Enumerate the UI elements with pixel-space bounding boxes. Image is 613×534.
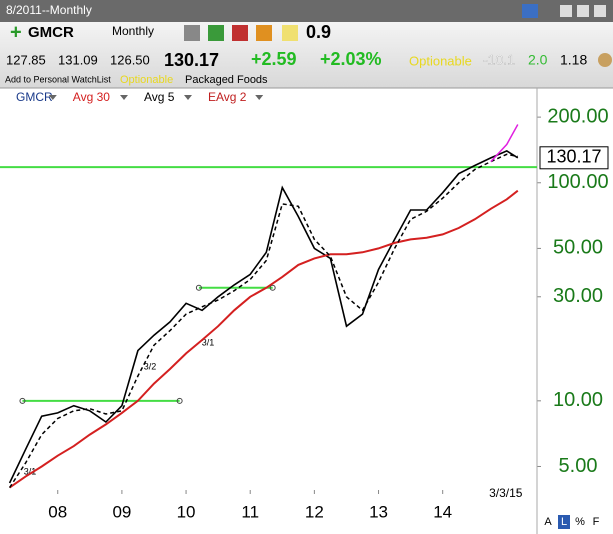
low: 126.50 — [110, 52, 150, 67]
period-dropdown[interactable]: Monthly — [112, 24, 154, 38]
legend-arrow — [48, 95, 57, 100]
min-button[interactable] — [560, 5, 572, 17]
watchlist-link[interactable]: Add to Personal WatchList — [5, 74, 111, 84]
legend-arrow — [184, 95, 192, 100]
y-tick-label: 100.00 — [547, 171, 608, 193]
note: 3/2 — [144, 361, 157, 371]
series-line — [9, 189, 519, 489]
rank-icon[interactable] — [256, 25, 272, 41]
stat: -10.1 — [483, 52, 515, 68]
x-tick-label: 08 — [48, 502, 67, 521]
y-tick-label: 10.00 — [553, 389, 603, 411]
stat: 1.18 — [560, 52, 587, 68]
industry: Packaged Foods — [185, 74, 268, 86]
y-tick-label: 200.00 — [547, 105, 608, 127]
corner-button[interactable]: A — [544, 516, 552, 528]
corner-button[interactable]: % — [575, 516, 585, 528]
x-tick-label: 3/3/15 — [489, 486, 523, 500]
x-tick-label: 11 — [241, 502, 259, 521]
s-button[interactable] — [522, 4, 538, 18]
symbol[interactable]: GMCR — [28, 24, 74, 41]
bars-icon[interactable] — [232, 25, 248, 41]
line-handle — [19, 397, 26, 404]
legend-arrow — [120, 95, 128, 100]
legend-entry[interactable]: Avg 30 — [73, 90, 110, 104]
title-bar — [0, 0, 613, 22]
corner-button[interactable]: F — [593, 516, 600, 528]
line-handle — [195, 284, 202, 291]
line-handle — [269, 284, 276, 291]
price-box-label: 130.17 — [546, 147, 601, 167]
x-tick-label: 09 — [112, 502, 131, 521]
series-line — [8, 149, 519, 484]
corner-button[interactable]: L — [561, 516, 567, 528]
price-box — [539, 146, 609, 170]
series-line — [490, 124, 519, 163]
add-icon[interactable]: + — [10, 21, 22, 43]
max-button[interactable] — [577, 5, 589, 17]
chart-icon[interactable] — [208, 25, 224, 41]
open: 127.85 — [6, 52, 46, 67]
change-pct: +2.03% — [320, 49, 382, 69]
rank: 0.9 — [306, 22, 331, 42]
header-panel — [0, 22, 613, 88]
y-tick-label: 30.00 — [553, 285, 603, 307]
note-icon[interactable] — [282, 25, 298, 41]
button-bg — [558, 515, 570, 529]
y-tick-label: 5.00 — [559, 455, 598, 477]
note: 3/1 — [24, 466, 37, 476]
close-button[interactable] — [594, 5, 606, 17]
x-tick-label: 12 — [305, 502, 324, 521]
line-handle — [176, 397, 183, 404]
tool-icon[interactable] — [184, 25, 200, 41]
optionable: Optionable — [120, 74, 173, 86]
optionable-flag: Optionable — [409, 53, 472, 68]
legend-entry[interactable]: GMCR — [16, 90, 53, 104]
high: 131.09 — [58, 52, 98, 67]
palette-icon[interactable] — [598, 53, 612, 67]
x-tick-label: 10 — [177, 502, 196, 521]
x-tick-label: 13 — [369, 502, 388, 521]
legend-arrow — [255, 95, 264, 100]
y-tick-label: 50.00 — [553, 237, 603, 259]
legend-entry[interactable]: Avg 5 — [144, 90, 175, 104]
note: 3/1 — [202, 337, 215, 347]
window-title: 8/2011--Monthly — [6, 3, 92, 17]
x-tick-label: 14 — [433, 502, 452, 521]
change: +2.59 — [251, 49, 297, 69]
last-price: 130.17 — [164, 50, 219, 70]
stat: 2.0 — [528, 52, 548, 68]
legend-entry[interactable]: EAvg 2 — [208, 90, 247, 104]
series-line — [8, 153, 518, 489]
